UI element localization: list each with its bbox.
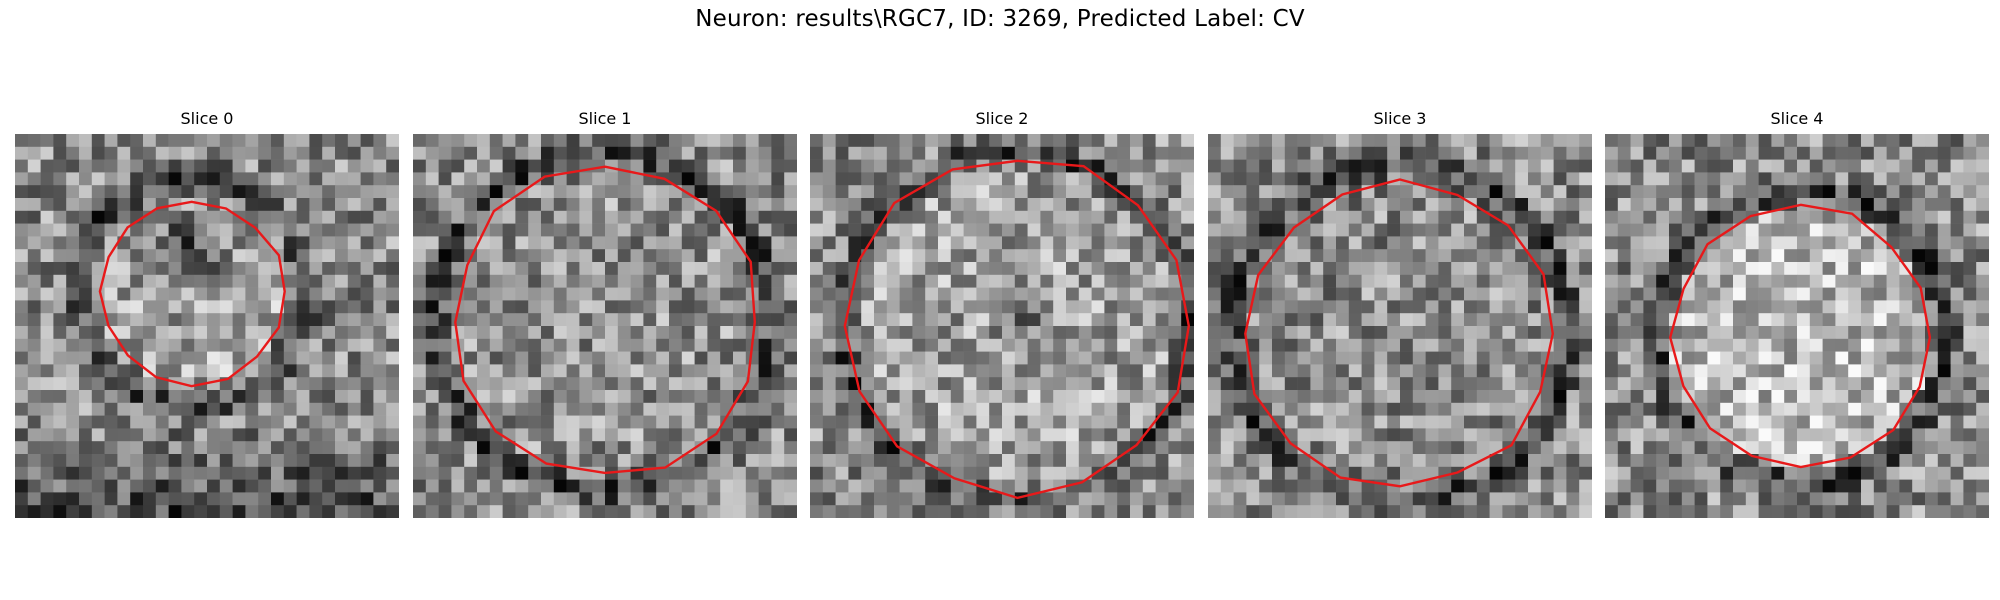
slice-image bbox=[810, 134, 1194, 518]
slice-image bbox=[15, 134, 399, 518]
slice-title: Slice 1 bbox=[578, 109, 632, 128]
segmentation-contour bbox=[1244, 178, 1555, 488]
slice-title: Slice 2 bbox=[975, 109, 1029, 128]
segmentation-contour bbox=[843, 159, 1191, 500]
figure-title: Neuron: results\RGC7, ID: 3269, Predicte… bbox=[695, 6, 1305, 32]
segmentation-contour bbox=[454, 165, 757, 475]
slice-title: Slice 0 bbox=[180, 109, 234, 128]
slice-image bbox=[1208, 134, 1592, 518]
slice-image bbox=[1605, 134, 1989, 518]
segmentation-contour bbox=[1668, 203, 1932, 469]
slice-title: Slice 4 bbox=[1770, 109, 1824, 128]
slice-image bbox=[413, 134, 797, 518]
segmentation-contour bbox=[98, 200, 286, 388]
slice-title: Slice 3 bbox=[1373, 109, 1427, 128]
